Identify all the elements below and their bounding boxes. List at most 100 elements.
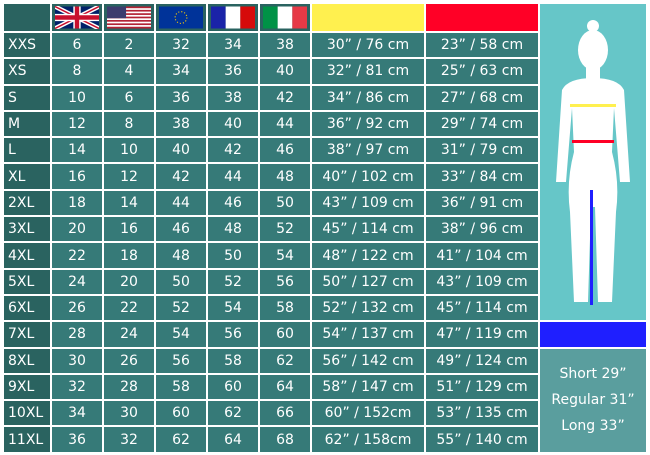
bust-cell: 30” / 76 cm xyxy=(312,33,424,58)
fr-size-cell: 62 xyxy=(208,401,258,426)
eu-size-cell: 40 xyxy=(156,138,206,163)
eu-size-cell: 32 xyxy=(156,33,206,58)
eu-size-cell: 38 xyxy=(156,111,206,137)
fr-size-cell: 56 xyxy=(208,322,258,347)
us-size-cell: 20 xyxy=(104,269,154,294)
us-size-cell: 32 xyxy=(104,427,154,452)
us-size-cell: 4 xyxy=(104,59,154,84)
eu-size-cell: 56 xyxy=(156,348,206,373)
france-flag-icon xyxy=(211,6,255,29)
uk-size-cell: 24 xyxy=(52,269,102,294)
bust-cell: 40” / 102 cm xyxy=(312,164,424,189)
bust-cell: 60” / 152cm xyxy=(312,401,424,426)
uk-size-cell: 30 xyxy=(52,348,102,373)
eu-size-cell: 54 xyxy=(156,322,206,347)
france-header xyxy=(208,4,258,31)
eu-size-cell: 46 xyxy=(156,217,206,242)
bust-cell: 38” / 97 cm xyxy=(312,138,424,163)
eu-flag-icon xyxy=(159,6,203,29)
uk-size-cell: 12 xyxy=(52,111,102,137)
uk-size-cell: 34 xyxy=(52,401,102,426)
uk-header xyxy=(52,4,102,31)
bust-cell: 52” / 132 cm xyxy=(312,295,424,321)
size-cell: 10XL xyxy=(4,401,50,426)
it-size-cell: 44 xyxy=(260,111,310,137)
waist-cell: 29” / 74 cm xyxy=(426,111,538,137)
fr-size-cell: 50 xyxy=(208,243,258,268)
italy-flag-icon xyxy=(263,6,307,29)
fr-size-cell: 48 xyxy=(208,217,258,242)
size-cell: M xyxy=(4,111,50,137)
inseam-regular: Regular 31” xyxy=(551,392,635,409)
fr-size-cell: 44 xyxy=(208,164,258,189)
it-size-cell: 66 xyxy=(260,401,310,426)
eu-size-cell: 34 xyxy=(156,59,206,84)
it-size-cell: 56 xyxy=(260,269,310,294)
uk-size-cell: 18 xyxy=(52,190,102,216)
it-size-cell: 60 xyxy=(260,322,310,347)
fr-size-cell: 42 xyxy=(208,138,258,163)
eu-size-cell: 50 xyxy=(156,269,206,294)
uk-size-cell: 16 xyxy=(52,164,102,189)
uk-size-cell: 32 xyxy=(52,374,102,400)
fr-size-cell: 40 xyxy=(208,111,258,137)
fr-size-cell: 64 xyxy=(208,427,258,452)
uk-size-cell: 22 xyxy=(52,243,102,268)
eu-size-cell: 58 xyxy=(156,374,206,400)
bust-cell: 32” / 81 cm xyxy=(312,59,424,84)
woman-silhouette-icon xyxy=(556,20,630,306)
waist-cell: 53” / 135 cm xyxy=(426,401,538,426)
it-size-cell: 48 xyxy=(260,164,310,189)
fr-size-cell: 54 xyxy=(208,295,258,321)
waist-cell: 23” / 58 cm xyxy=(426,33,538,58)
it-size-cell: 68 xyxy=(260,427,310,452)
waist-cell: 47” / 119 cm xyxy=(426,322,538,347)
us-size-cell: 22 xyxy=(104,295,154,321)
bust-cell: 58” / 147 cm xyxy=(312,374,424,400)
size-cell: 7XL xyxy=(4,322,50,347)
it-size-cell: 52 xyxy=(260,217,310,242)
us-size-cell: 24 xyxy=(104,322,154,347)
it-size-cell: 42 xyxy=(260,85,310,110)
us-size-cell: 10 xyxy=(104,138,154,163)
us-header xyxy=(104,4,154,31)
us-size-cell: 6 xyxy=(104,85,154,110)
waist-cell: 51” / 129 cm xyxy=(426,374,538,400)
fr-size-cell: 58 xyxy=(208,348,258,373)
size-cell: XL xyxy=(4,164,50,189)
uk-size-cell: 8 xyxy=(52,59,102,84)
inseam-short: Short 29” xyxy=(559,366,627,383)
uk-size-cell: 28 xyxy=(52,322,102,347)
inseam-lengths: Short 29” Regular 31” Long 33” xyxy=(540,348,646,452)
eu-size-cell: 44 xyxy=(156,190,206,216)
waist-cell: 55” / 140 cm xyxy=(426,427,538,452)
fr-size-cell: 38 xyxy=(208,85,258,110)
bust-cell: 43” / 109 cm xyxy=(312,190,424,216)
italy-header xyxy=(260,4,310,31)
waist-cell: 41” / 104 cm xyxy=(426,243,538,268)
eu-size-cell: 62 xyxy=(156,427,206,452)
size-cell: 8XL xyxy=(4,348,50,373)
size-cell: 5XL xyxy=(4,269,50,294)
fr-size-cell: 60 xyxy=(208,374,258,400)
size-cell: S xyxy=(4,85,50,110)
us-size-cell: 2 xyxy=(104,33,154,58)
size-cell: 6XL xyxy=(4,295,50,321)
fr-size-cell: 52 xyxy=(208,269,258,294)
uk-size-cell: 10 xyxy=(52,85,102,110)
body-figure xyxy=(540,4,646,321)
size-cell: 11XL xyxy=(4,427,50,452)
inseam-long: Long 33” xyxy=(561,418,625,435)
it-size-cell: 46 xyxy=(260,138,310,163)
size-chart: XXS 6 2 32 34 38 30” / 76 cm 23” / 58 cm XS 8 4 34 3… xyxy=(4,4,646,452)
size-cell: 3XL xyxy=(4,217,50,242)
bust-cell: 50” / 127 cm xyxy=(312,269,424,294)
fr-size-cell: 46 xyxy=(208,190,258,216)
waist-header xyxy=(426,4,538,31)
bust-cell: 56” / 142 cm xyxy=(312,348,424,373)
eu-size-cell: 52 xyxy=(156,295,206,321)
uk-size-cell: 26 xyxy=(52,295,102,321)
size-cell: XXS xyxy=(4,33,50,58)
us-size-cell: 14 xyxy=(104,190,154,216)
uk-size-cell: 36 xyxy=(52,427,102,452)
